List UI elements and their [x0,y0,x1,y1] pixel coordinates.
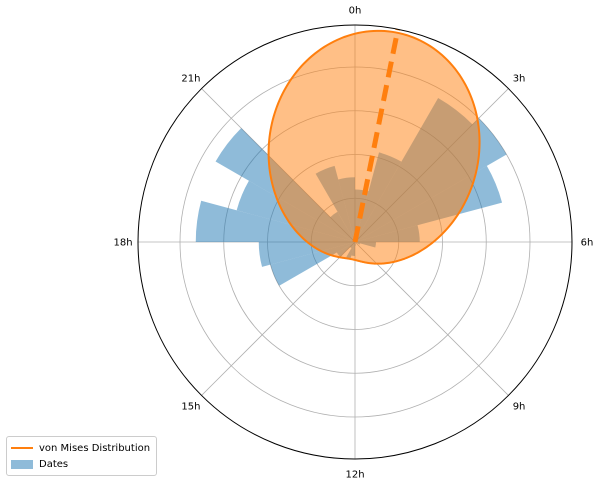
hour-tick-label: 0h [349,6,362,17]
von-mises-curve [267,28,481,265]
legend-label-von-mises: von Mises Distribution [39,442,151,454]
hour-tick-label: 18h [113,238,132,249]
hour-tick-label: 3h [513,73,526,84]
hour-tick-label: 12h [345,470,364,481]
polar-frame [137,24,573,460]
legend-item-dates: Dates [11,456,150,472]
legend-item-von-mises: von Mises Distribution [11,440,150,456]
hour-tick-labels: 0h 3h 6h 9h 12h 15h 18h 21h [113,6,593,481]
mean-direction-line [352,28,401,243]
radial-gridline [201,241,356,396]
legend-line-swatch [11,447,33,449]
hour-tick-label: 9h [513,402,526,413]
hour-tick-label: 6h [581,238,594,249]
legend-patch-swatch [11,459,33,469]
radial-gridline [354,241,509,396]
polar-outer-circle [137,24,573,460]
hour-tick-label: 21h [181,73,200,84]
legend: von Mises Distribution Dates [6,436,158,476]
legend-label-dates: Dates [39,458,69,470]
hour-tick-label: 15h [181,402,200,413]
